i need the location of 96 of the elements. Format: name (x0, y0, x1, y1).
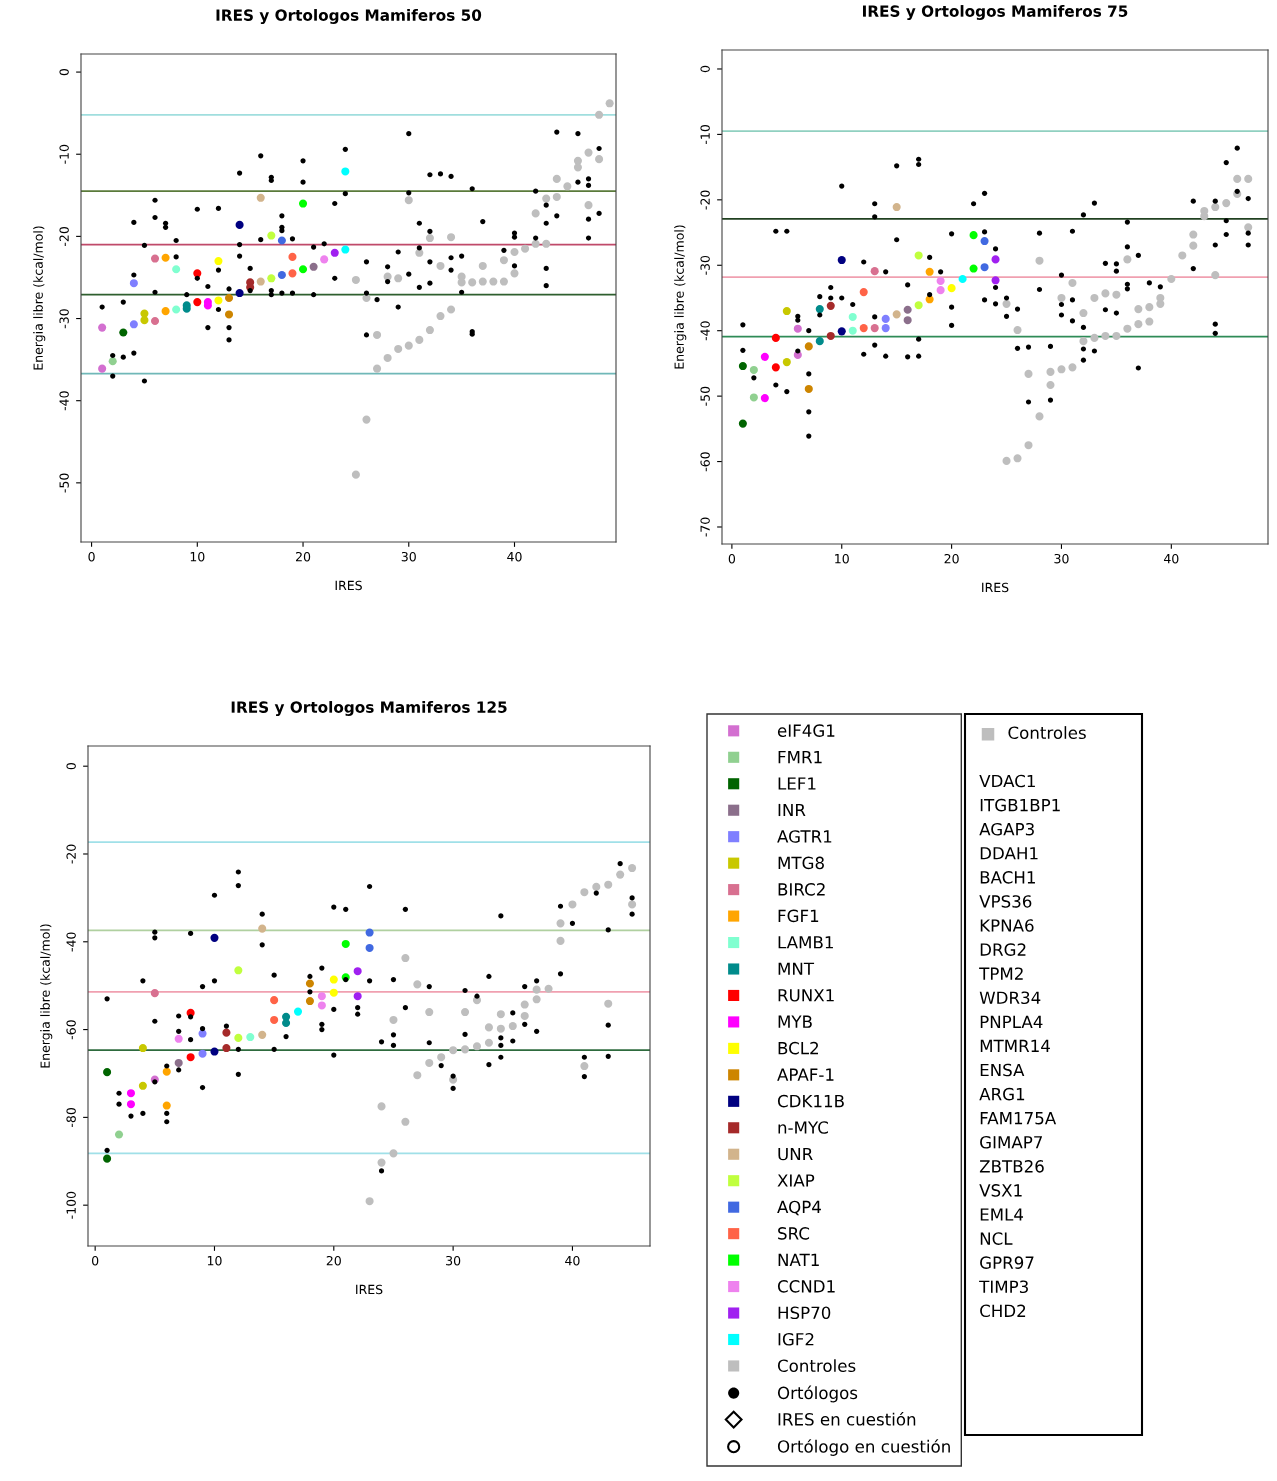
text: EML4 (980, 1208, 1024, 1221)
text: MTMR14 (980, 1039, 1050, 1052)
chart-title: IRES y Ortologos Mamiferos 75 (863, 5, 1128, 20)
text: ARG1 (979, 1087, 1025, 1101)
legend-label: Controles (777, 1359, 856, 1373)
legend-label: XIAP (777, 1174, 815, 1187)
x-tick-label: 30 (401, 551, 416, 562)
y-axis-title: Energia libre (kcal/mol) (40, 924, 53, 1068)
legend-label: FGF1 (778, 909, 819, 923)
chart-title: IRES y Ortologos Mamiferos 125 (231, 701, 507, 716)
text: BACH1 (980, 871, 1035, 884)
text: TPM2 (979, 967, 1023, 980)
text: TIMP3 (979, 1280, 1028, 1294)
y-tick-label: -40 (66, 932, 76, 952)
legend-label: RUNX1 (778, 989, 834, 1002)
legend-label: IGF2 (778, 1332, 814, 1346)
legend-label: MTG8 (778, 856, 824, 870)
y-tick-label: -60 (700, 452, 710, 472)
y-tick-label: -50 (59, 473, 69, 493)
y-tick-label: -10 (700, 125, 710, 144)
y-tick-label: -10 (59, 144, 69, 164)
legend-label: BIRC2 (778, 883, 825, 896)
legend-label: eIF4G1 (777, 724, 835, 737)
x-tick-label: 40 (565, 1255, 580, 1266)
text: FAM175A (980, 1112, 1057, 1125)
text: Controles (1008, 726, 1086, 740)
legend-label: AQP4 (777, 1200, 821, 1216)
text: CHD2 (980, 1304, 1026, 1318)
text: WDR34 (979, 991, 1041, 1005)
x-tick-label: 0 (92, 1255, 99, 1266)
y-tick-label: -30 (59, 309, 69, 329)
legend-label: AGTR1 (777, 830, 832, 843)
y-tick-label: -80 (66, 1108, 76, 1127)
x-axis-title: IRES (982, 582, 1009, 593)
x-tick-label: 0 (88, 551, 95, 562)
legend-label: BCL2 (778, 1041, 818, 1055)
text: AGAP3 (979, 822, 1034, 836)
y-axis-title: Energia libre (kcal/mol) (33, 226, 46, 370)
chart-title: IRES y Ortologos Mamiferos 50 (216, 9, 482, 24)
text: GIMAP7 (980, 1135, 1042, 1149)
x-tick-label: 30 (446, 1255, 461, 1266)
text: PNPLA4 (980, 1015, 1043, 1028)
legend-label: IRES en cuestión (778, 1412, 916, 1426)
legend-label: INR (778, 803, 806, 817)
x-tick-label: 40 (1163, 553, 1179, 564)
text: NCL (980, 1232, 1013, 1245)
legend-label: APAF-1 (777, 1068, 834, 1081)
x-tick-label: 10 (835, 553, 849, 564)
legend-label: MNT (778, 962, 815, 975)
legend-label: SRC (778, 1227, 810, 1240)
legend-label: CDK11B (777, 1094, 844, 1108)
text: ZBTB26 (979, 1160, 1044, 1173)
legend-label: HSP70 (778, 1306, 831, 1320)
x-tick-label: 40 (507, 551, 522, 562)
y-axis-title: Energia libre (kcal/mol) (674, 225, 687, 369)
legend-label: FMR1 (778, 750, 822, 764)
legend-label: UNR (778, 1147, 813, 1161)
text: DRG2 (980, 943, 1026, 956)
y-tick-label: -20 (66, 844, 76, 864)
legend-label: Ortólogos (777, 1385, 858, 1403)
x-tick-label: 20 (296, 551, 311, 562)
y-tick-label: -70 (700, 517, 710, 537)
x-axis-title: IRES (356, 1284, 383, 1295)
legend-label: LAMB1 (778, 936, 833, 949)
x-tick-label: 30 (1054, 553, 1069, 564)
y-tick-label: -30 (700, 255, 710, 275)
text: DDAH1 (980, 847, 1038, 860)
x-tick-label: 10 (190, 551, 205, 562)
legend-label: CCND1 (777, 1280, 835, 1293)
y-tick-label: -20 (700, 190, 710, 210)
y-tick-label: -50 (700, 386, 710, 406)
y-tick-label: -40 (700, 321, 710, 341)
y-tick-label: -20 (59, 227, 69, 246)
x-tick-label: 20 (326, 1255, 341, 1266)
legend-label: MYB (778, 1015, 812, 1028)
text: GPR97 (980, 1256, 1034, 1269)
x-tick-label: 10 (207, 1255, 222, 1266)
y-tick-label: 0 (59, 68, 69, 76)
text: ENSA (980, 1063, 1025, 1077)
text: ITGB1BP1 (980, 798, 1060, 812)
text: VDAC1 (979, 774, 1035, 788)
y-tick-label: 0 (700, 65, 710, 73)
y-tick-label: -40 (59, 391, 69, 411)
y-tick-label: -60 (66, 1020, 76, 1040)
text: VPS36 (979, 895, 1032, 908)
legend-label: n-MYC (778, 1121, 828, 1134)
x-tick-label: 0 (728, 553, 736, 564)
legend-label: NAT1 (778, 1253, 819, 1266)
text: KPNA6 (980, 919, 1034, 932)
x-tick-label: 20 (944, 553, 959, 564)
legend-label: LEF1 (778, 777, 816, 790)
legend-label: Ortólogo en cuestión (777, 1439, 950, 1456)
x-axis-title: IRES (335, 580, 362, 591)
y-tick-label: -100 (66, 1191, 76, 1219)
text: VSX1 (979, 1184, 1022, 1197)
y-tick-label: 0 (66, 763, 76, 770)
